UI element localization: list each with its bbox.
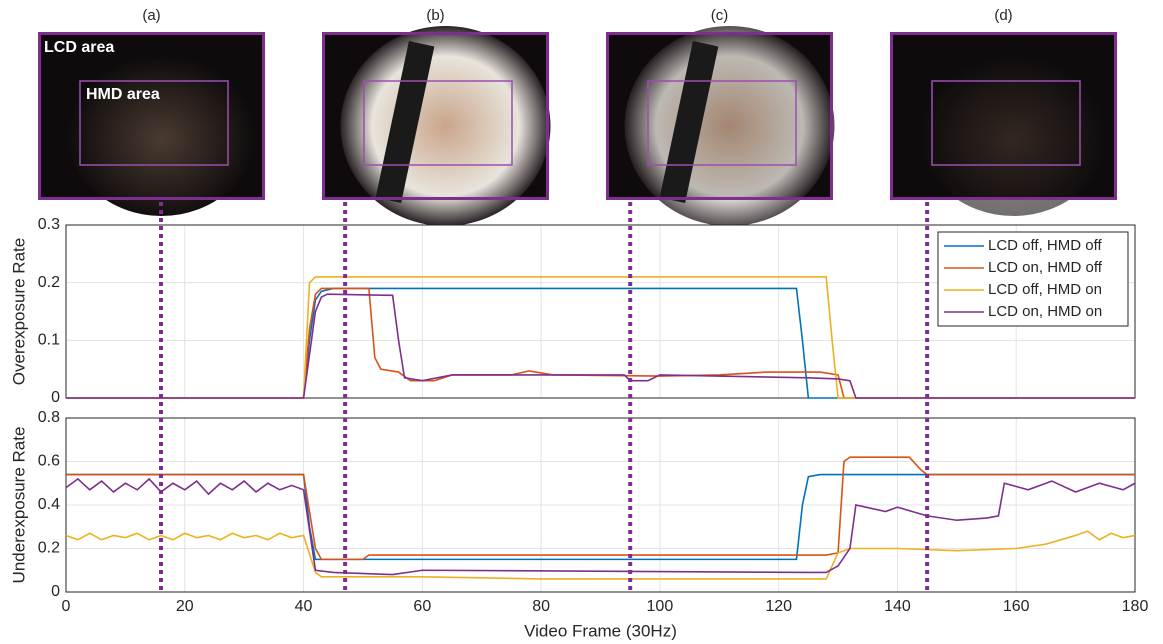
x-tick-label: 100 (647, 598, 674, 615)
lcd-area (890, 32, 1117, 200)
hmd-label: HMD area (86, 86, 160, 103)
series-line (66, 456, 1135, 561)
hmd-area (79, 80, 229, 166)
y-tick-label: 0 (51, 389, 60, 406)
plate (66, 46, 257, 216)
x-axis-label: Video Frame (30Hz) (524, 621, 677, 640)
legend-label: LCD off, HMD off (988, 237, 1102, 254)
panel-label: (b) (426, 7, 444, 24)
x-tick-label: 120 (765, 598, 792, 615)
y-axis-label: Overexposure Rate (9, 238, 28, 385)
legend-label: LCD on, HMD on (988, 303, 1102, 320)
x-tick-label: 180 (1122, 598, 1149, 615)
y-tick-label: 0.2 (38, 274, 60, 291)
lcd-label: LCD area (44, 39, 114, 56)
x-tick-label: 140 (884, 598, 911, 615)
series-line (66, 276, 1135, 399)
x-tick-label: 0 (62, 598, 71, 615)
series-line (66, 293, 1135, 399)
axes-box (65, 224, 1136, 399)
y-tick-label: 0.8 (38, 409, 60, 426)
series-line (66, 473, 1135, 561)
y-tick-label: 0 (51, 583, 60, 600)
axes-box (65, 417, 1136, 593)
lcd-area (38, 32, 265, 200)
panel-label: (a) (142, 7, 160, 24)
lcd-area (322, 32, 549, 200)
y-tick-label: 0.3 (38, 216, 60, 233)
x-tick-label: 80 (532, 598, 550, 615)
series-line (65, 530, 1136, 580)
lcd-area (606, 32, 833, 200)
panel-label: (d) (994, 7, 1012, 24)
x-tick-label: 160 (1003, 598, 1030, 615)
y-tick-label: 0.6 (38, 453, 60, 470)
plate (918, 46, 1109, 216)
legend-label: LCD on, HMD off (988, 259, 1103, 276)
legend-label: LCD off, HMD on (988, 281, 1102, 298)
x-tick-label: 20 (176, 598, 194, 615)
series-line (66, 287, 1135, 399)
y-tick-label: 0.1 (38, 332, 60, 349)
hmd-area (647, 80, 797, 166)
panel-label: (c) (711, 7, 729, 24)
hmd-area (931, 80, 1081, 166)
x-tick-label: 40 (295, 598, 313, 615)
x-tick-label: 60 (413, 598, 431, 615)
plate (624, 26, 835, 226)
hmd-area (363, 80, 513, 166)
y-tick-label: 0.2 (38, 540, 60, 557)
plate (340, 26, 551, 226)
series-line (65, 477, 1136, 576)
y-tick-label: 0.4 (38, 496, 60, 513)
legend-box (937, 231, 1129, 327)
y-axis-label: Underexposure Rate (9, 427, 28, 584)
